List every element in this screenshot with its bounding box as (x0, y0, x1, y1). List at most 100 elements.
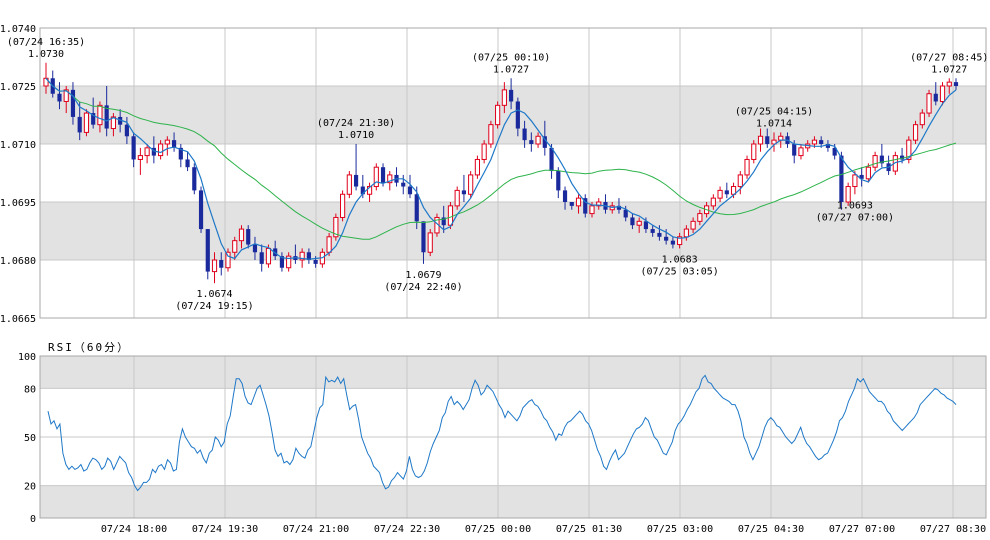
candle-up (427, 232, 433, 253)
candle-down (461, 190, 467, 195)
annotation-time: (07/24 16:35) (7, 37, 85, 48)
candle-down (724, 190, 729, 195)
x-tick-label: 07/25 04:30 (738, 524, 804, 535)
candle-up (299, 251, 305, 261)
rsi-band (40, 356, 986, 389)
price-panel: 1.0740 1.0725 1.0710 1.0695 1.0680 1.0665 (07/… (0, 24, 988, 325)
candle-up (481, 143, 487, 160)
candle-up (926, 93, 932, 114)
price-y-tick: 1.0740 (0, 24, 36, 35)
rsi-frame (39, 355, 987, 519)
candle-up (158, 143, 164, 157)
candle-up (737, 174, 743, 188)
candle-down (118, 116, 123, 125)
candle-up (697, 213, 703, 222)
candle-down (353, 174, 359, 187)
candle-up (683, 228, 689, 238)
candle-up (636, 220, 642, 226)
candle-down (953, 82, 959, 86)
candle-up (495, 104, 501, 126)
candle-down (583, 198, 588, 214)
candle-down (839, 155, 844, 202)
ma-short-line (45, 77, 957, 260)
candle-up (333, 216, 339, 238)
candle-down (765, 136, 770, 144)
candle-up (238, 228, 245, 242)
candle-down (407, 186, 413, 195)
annotation-price: 1.0710 (338, 130, 374, 141)
candle-up (447, 205, 454, 226)
rsi-y-tick: 100 (18, 352, 36, 363)
candle-down (899, 155, 905, 160)
candle-up (43, 77, 49, 87)
candle-down (360, 186, 365, 195)
candle-down (515, 101, 520, 129)
rsi-y-tick: 20 (24, 482, 36, 493)
annotation-price: 1.0679 (405, 270, 441, 281)
price-frame (39, 27, 987, 319)
candle-up (939, 85, 946, 102)
candle-down (313, 260, 318, 264)
annotation-time: (07/25 04:15) (735, 106, 813, 117)
candle-up (717, 189, 723, 199)
candle-up (596, 201, 602, 207)
candle-up (474, 158, 480, 176)
x-tick-label: 07/24 19:30 (192, 524, 258, 535)
x-tick-label: 07/25 00:00 (465, 524, 531, 535)
candle-up (575, 197, 582, 207)
annotation-price: 1.0674 (196, 289, 232, 300)
candle-down (529, 140, 534, 144)
price-y-tick: 1.0695 (0, 198, 36, 209)
candle-down (542, 136, 547, 148)
candle-down (569, 202, 574, 206)
candle-down (623, 209, 628, 218)
x-axis: 07/24 18:00 07/24 19:30 07/24 21:00 07/24 2… (101, 524, 986, 535)
candle-up (811, 139, 818, 145)
candle-down (630, 217, 635, 226)
candle-down (219, 260, 224, 268)
candle-up (110, 116, 116, 130)
candle-up (946, 81, 952, 87)
price-y-tick: 1.0725 (0, 82, 36, 93)
candle-up (488, 124, 494, 145)
candle-up (340, 193, 346, 218)
candle-down (104, 105, 109, 129)
candle-up (865, 166, 871, 180)
candle-down (509, 89, 514, 102)
price-y-tick: 1.0665 (0, 314, 36, 325)
candle-up (845, 186, 851, 203)
candle-up (387, 174, 393, 184)
annotation-time: (07/24 21:30) (317, 118, 395, 129)
price-y-tick: 1.0680 (0, 256, 36, 267)
candle-up (535, 135, 541, 145)
candle-down (171, 140, 177, 148)
annotation-time: (07/24 19:15) (175, 301, 253, 312)
candle-up (771, 139, 777, 145)
price-band (40, 202, 986, 260)
rsi-band (40, 485, 986, 518)
candle-down (57, 93, 62, 102)
candle-down (414, 194, 419, 222)
annotation-price: 1.0727 (931, 64, 967, 75)
candle-down (792, 144, 797, 156)
candle-down (556, 171, 561, 191)
rsi-y-tick: 50 (24, 433, 36, 444)
rsi-line (47, 374, 957, 492)
candle-up (912, 124, 919, 141)
candle-up (872, 155, 878, 168)
candle-down (91, 113, 96, 125)
annotation-time: (07/27 07:00) (816, 212, 894, 223)
candle-up (286, 255, 292, 269)
candle-down (77, 116, 82, 133)
candle-up (677, 236, 683, 246)
candle-down (205, 229, 210, 272)
candle-up (232, 240, 238, 253)
candle-down (832, 147, 837, 156)
candle-up (326, 236, 332, 253)
x-tick-label: 07/24 21:00 (283, 524, 349, 535)
candle-down (306, 252, 311, 260)
candle-down (549, 147, 554, 172)
candle-down (421, 221, 426, 253)
x-tick-label: 07/25 01:30 (556, 524, 622, 535)
